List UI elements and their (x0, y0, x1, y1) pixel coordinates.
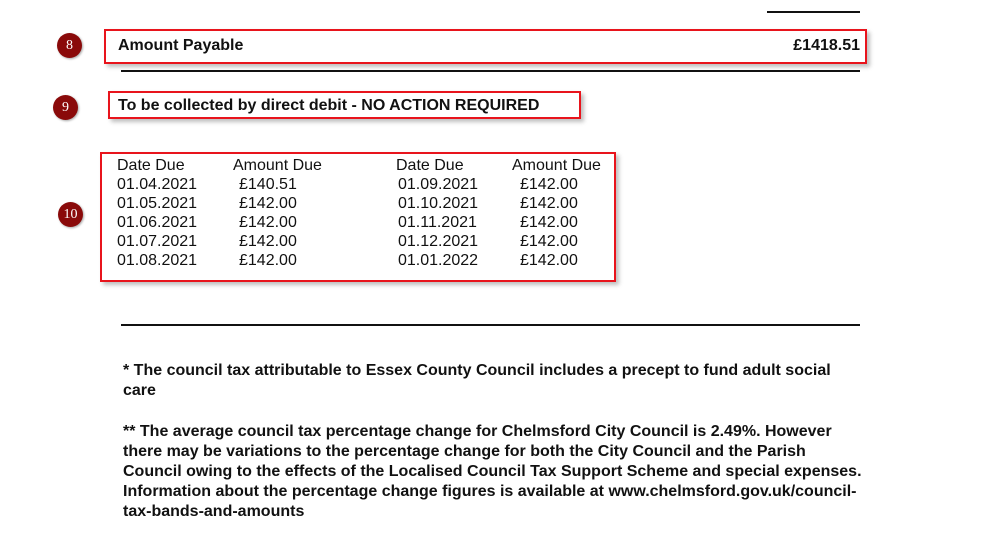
amount-payable-box: Amount Payable £1418.51 (104, 29, 867, 64)
footnote-percentage-change: ** The average council tax percentage ch… (123, 423, 862, 520)
header-amount-due: Amount Due (233, 157, 322, 174)
amount-due: £142.00 (520, 233, 578, 250)
header-date-due: Date Due (396, 157, 464, 174)
due-date: 01.08.2021 (117, 252, 198, 269)
due-date: 01.07.2021 (117, 233, 198, 250)
amount-due: £142.00 (239, 214, 297, 231)
amount-due: £142.00 (520, 252, 578, 269)
divider-rule (121, 70, 860, 72)
amount-due: £142.00 (239, 195, 297, 212)
due-date: 01.12.2021 (398, 233, 479, 250)
due-date: 01.09.2021 (398, 176, 479, 193)
annotation-badge-9: 9 (53, 95, 78, 120)
divider-rule (121, 324, 860, 326)
amount-due: £142.00 (520, 195, 578, 212)
amount-payable-value: £1418.51 (793, 37, 860, 54)
due-date: 01.10.2021 (398, 195, 479, 212)
collection-note: To be collected by direct debit - NO ACT… (118, 97, 540, 114)
amount-due: £142.00 (520, 176, 578, 193)
due-date: 01.06.2021 (117, 214, 198, 231)
top-rule (767, 11, 860, 13)
due-date: 01.11.2021 (398, 214, 477, 231)
amount-payable-label: Amount Payable (118, 37, 244, 54)
annotation-badge-8: 8 (57, 33, 82, 58)
amount-due: £142.00 (520, 214, 578, 231)
due-date: 01.05.2021 (117, 195, 198, 212)
collection-note-box: To be collected by direct debit - NO ACT… (108, 91, 581, 119)
amount-due: £140.51 (239, 176, 297, 193)
annotation-badge-10: 10 (58, 202, 83, 227)
due-date: 01.01.2022 (398, 252, 479, 269)
due-date: 01.04.2021 (117, 176, 198, 193)
amount-due: £142.00 (239, 252, 297, 269)
header-amount-due: Amount Due (512, 157, 601, 174)
amount-due: £142.00 (239, 233, 297, 250)
footnote-adult-social-care: * The council tax attributable to Essex … (123, 362, 831, 399)
header-date-due: Date Due (117, 157, 185, 174)
payment-schedule-box (100, 152, 616, 282)
